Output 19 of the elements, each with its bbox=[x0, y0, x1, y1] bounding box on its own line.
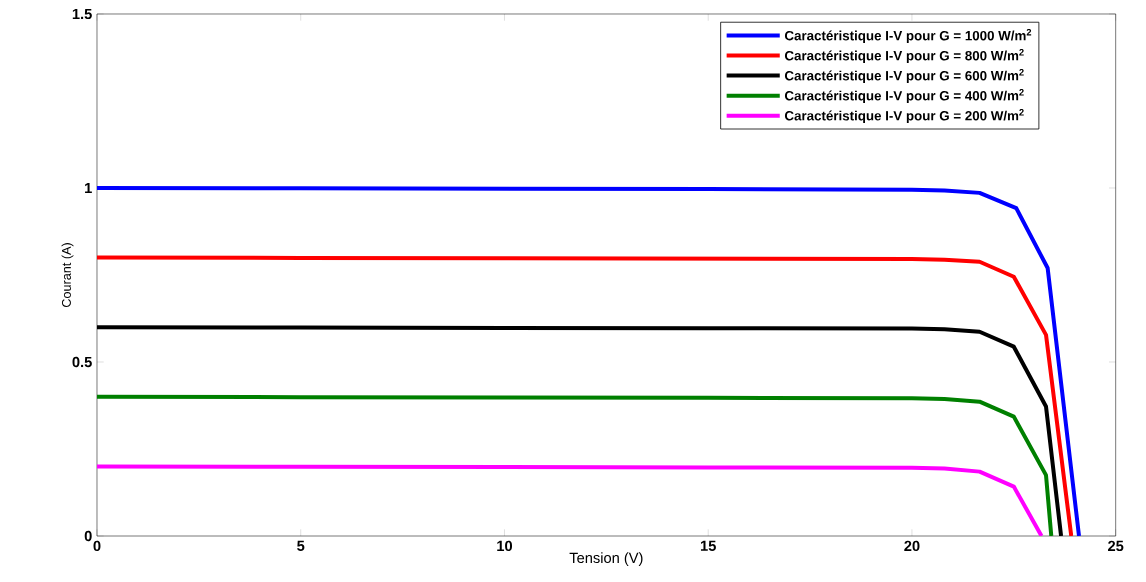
x-tick-label: 25 bbox=[1108, 540, 1124, 552]
x-tick-label: 10 bbox=[497, 540, 513, 552]
legend-label: Caractéristique I-V pour G = 400 W/m$^{2}$ bbox=[784, 88, 1024, 104]
legend-label: Caractéristique I-V pour G = 600 W/m$^{2}$ bbox=[784, 68, 1024, 84]
legend-label: Caractéristique I-V pour G = 1000 W/m$^{2}$ bbox=[784, 28, 1032, 44]
line-series bbox=[97, 464, 1044, 536]
x-tick-label: 20 bbox=[904, 540, 920, 552]
line-series bbox=[97, 394, 1054, 536]
x-tick-label: 0 bbox=[93, 540, 101, 552]
x-axis-title: Tension (V) bbox=[569, 552, 643, 566]
legend-label: Caractéristique I-V pour G = 200 W/m$^{2}$ bbox=[784, 109, 1024, 124]
y-tick-label: 1.5 bbox=[72, 8, 92, 20]
y-tick-label: 1 bbox=[85, 182, 92, 194]
x-tick-label: 15 bbox=[700, 540, 716, 551]
y-axis-title: Courant (A) bbox=[61, 243, 74, 308]
y-tick-label: 0.5 bbox=[72, 356, 92, 368]
x-tick-label: 5 bbox=[297, 540, 305, 551]
legend-label: Caractéristique I-V pour G = 800 W/m$^{2}$ bbox=[784, 48, 1024, 64]
y-tick-label: 0 bbox=[84, 530, 92, 542]
